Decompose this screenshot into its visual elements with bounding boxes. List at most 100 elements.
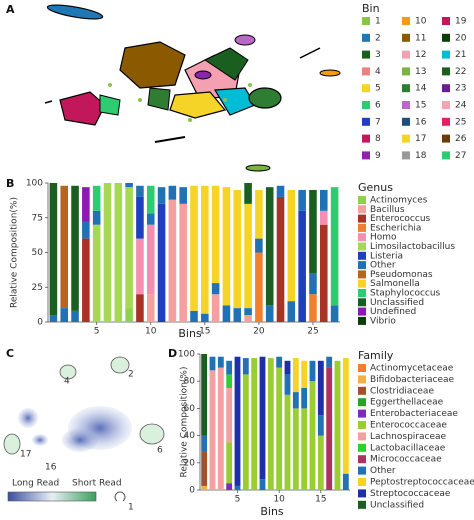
legend-swatch <box>402 151 410 160</box>
legend-swatch <box>402 117 410 126</box>
legend-swatch <box>358 261 366 270</box>
bar-segment <box>265 187 274 306</box>
bar-segment <box>201 313 209 322</box>
legend-label: Eggerthellaceae <box>370 398 444 408</box>
bar-segment <box>60 308 69 322</box>
legend-label: Unclassified <box>370 500 424 510</box>
bar-segment <box>217 356 224 368</box>
bar-segment <box>60 185 69 309</box>
cluster-label: 4 <box>64 377 70 387</box>
cluster-label: 16 <box>45 463 57 473</box>
bar-segment <box>309 273 317 295</box>
legend-label: 17 <box>415 134 426 144</box>
panel-label: C <box>6 347 14 360</box>
legend-label: Streptococcaceae <box>370 489 451 499</box>
legend-swatch <box>358 478 366 486</box>
bar-segment <box>209 370 216 490</box>
bar-segment <box>211 294 220 322</box>
bar-segment <box>326 356 333 368</box>
legend-swatch <box>358 298 366 307</box>
bar-segment <box>71 185 79 311</box>
y-tick-label: 25 <box>32 283 43 293</box>
bar-segment <box>179 187 187 204</box>
x-tick-label: 20 <box>253 327 265 337</box>
bar-segment <box>136 294 144 322</box>
x-tick-label: 15 <box>315 495 326 505</box>
legend-swatch <box>442 84 450 93</box>
legend-label: Enterobacteriaceae <box>370 409 458 419</box>
legend-label: 2 <box>375 33 381 43</box>
y-tick-label: 20 <box>184 458 196 468</box>
bar-segment <box>330 187 339 306</box>
y-axis-label: Relative Composition(%) <box>10 197 20 308</box>
bar-segment <box>326 367 333 490</box>
bar-segment <box>298 210 306 322</box>
bar-segment <box>226 374 233 388</box>
legend-label: Enterococcaceae <box>370 421 447 431</box>
legend-swatch <box>362 84 370 93</box>
bar-segment <box>292 392 299 409</box>
bar-segment <box>284 394 291 490</box>
bar-segment <box>125 308 133 322</box>
bar-segment <box>226 388 233 443</box>
bar-segment <box>157 187 166 204</box>
bar-segment <box>244 308 252 316</box>
cluster-label: 17 <box>20 450 31 460</box>
cluster-label: 6 <box>157 446 163 456</box>
y-tick-label: 0 <box>37 318 43 328</box>
bar-segment <box>146 224 155 295</box>
legend-label: Pseudomonas <box>370 270 433 280</box>
bar-segment <box>244 203 252 309</box>
bar-segment <box>342 473 349 490</box>
bar-segment <box>168 199 177 322</box>
bar-segment <box>292 358 299 393</box>
legend-title: Bin <box>362 2 380 15</box>
bar-segment <box>242 374 249 490</box>
legend-swatch <box>442 67 450 76</box>
legend-swatch <box>358 421 366 429</box>
bar-segment <box>234 485 241 490</box>
legend-swatch <box>358 489 366 498</box>
legend-swatch <box>358 316 366 325</box>
bar-segment <box>298 189 306 211</box>
legend-swatch <box>358 409 366 418</box>
legend-swatch <box>402 17 410 25</box>
legend-label: 9 <box>375 151 381 161</box>
bar-segment <box>265 305 274 322</box>
legend-label: Bifidobacteriaceae <box>370 375 455 385</box>
bar-segment <box>136 185 144 197</box>
bar-segment <box>222 305 231 322</box>
y-tick-label: 100 <box>26 179 43 189</box>
legend-label: Salmonella <box>370 279 420 289</box>
bar-segment <box>82 221 90 239</box>
bar-segment <box>276 185 285 197</box>
legend-swatch <box>402 67 410 76</box>
legend-swatch <box>442 117 450 126</box>
bar-segment <box>201 435 208 452</box>
bar-segment <box>319 189 328 211</box>
bar-segment <box>276 196 285 322</box>
legend-swatch <box>358 364 366 372</box>
bar-segment <box>233 308 242 322</box>
bar-segment <box>103 183 112 322</box>
legend-label: Peptostreptococcaceae <box>370 478 474 488</box>
x-axis-label: Bins <box>260 505 284 518</box>
bar-segment <box>330 305 339 322</box>
legend-label: 7 <box>375 117 381 127</box>
legend-label: 19 <box>455 17 467 27</box>
bar-segment <box>301 388 308 409</box>
legend-label: 18 <box>415 151 427 161</box>
legend-swatch <box>362 134 370 143</box>
legend-swatch <box>358 214 366 223</box>
bar-segment <box>255 238 263 253</box>
x-tick-label: 5 <box>235 495 241 505</box>
legend-label: Other <box>370 466 396 476</box>
legend-label: Enterococcus <box>370 214 431 224</box>
bar-segment <box>209 356 216 371</box>
legend-swatch <box>358 223 366 232</box>
bar-segment <box>201 451 208 486</box>
legend-swatch <box>358 500 366 509</box>
bar-segment <box>267 358 274 490</box>
legend-label: Other <box>370 261 396 271</box>
